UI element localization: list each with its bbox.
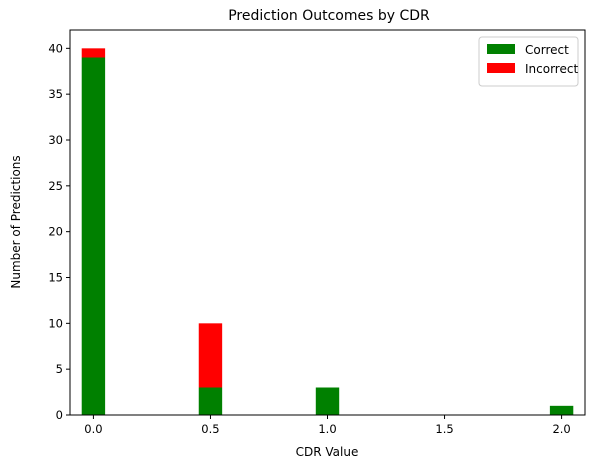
x-tick-label: 1.0	[318, 422, 336, 436]
bar-correct-2	[549, 405, 574, 415]
y-tick-label: 40	[48, 41, 63, 55]
y-tick-label: 5	[56, 362, 63, 376]
bar-correct-1	[315, 387, 340, 415]
y-tick-label: 25	[48, 179, 63, 193]
y-tick-label: 30	[48, 133, 63, 147]
bars-layer	[81, 48, 574, 415]
y-tick-label: 15	[48, 271, 63, 285]
y-tick-label: 20	[48, 225, 63, 239]
legend: Correct Incorrect	[478, 36, 579, 87]
chart-title: Prediction Outcomes by CDR	[228, 8, 430, 24]
y-tick-label: 10	[48, 316, 63, 330]
y-tick-label: 0	[56, 408, 63, 422]
bar-incorrect-0	[81, 48, 106, 58]
y-axis-label: Number of Predictions	[9, 155, 23, 288]
bar-incorrect-0_5	[198, 323, 223, 388]
y-axis-ticks: 0 5 10 15 20 25 30 35 40	[48, 41, 70, 422]
x-tick-label: 2.0	[552, 422, 570, 436]
plot-frame	[69, 29, 586, 416]
legend-swatch-incorrect	[487, 63, 515, 73]
x-tick-label: 1.5	[435, 422, 453, 436]
legend-swatch-correct	[487, 44, 515, 54]
x-tick-label: 0.0	[84, 422, 102, 436]
bar-correct-0_5	[198, 387, 223, 415]
legend-label-incorrect: Incorrect	[525, 62, 578, 76]
bar-correct-0	[81, 57, 106, 415]
x-axis-ticks: 0.0 0.5 1.0 1.5 2.0	[84, 415, 571, 436]
y-tick-label: 35	[48, 87, 63, 101]
x-axis-label: CDR Value	[296, 445, 359, 459]
legend-label-correct: Correct	[525, 43, 569, 57]
x-tick-label: 0.5	[201, 422, 219, 436]
